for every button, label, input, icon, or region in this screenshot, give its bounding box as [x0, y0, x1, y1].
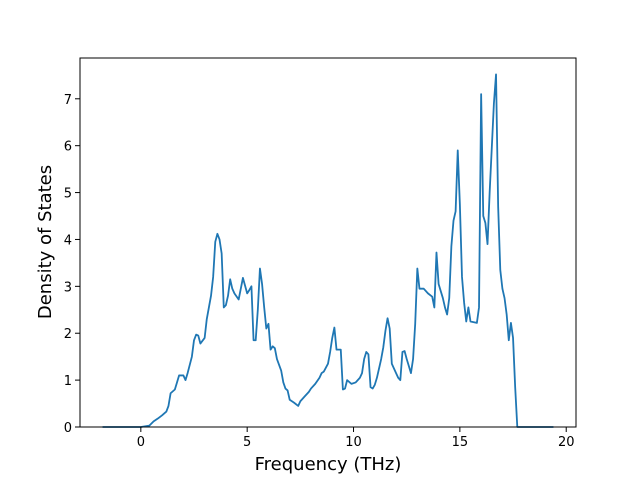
y-tick-label: 4 — [64, 233, 72, 248]
x-tick-label: 10 — [345, 435, 362, 450]
y-tick-label: 1 — [64, 374, 72, 389]
y-tick-label: 6 — [64, 140, 72, 155]
y-tick-label: 3 — [64, 280, 72, 295]
y-tick-label: 7 — [64, 93, 72, 108]
x-tick-label: 5 — [243, 435, 251, 450]
x-tick-label: 15 — [452, 435, 469, 450]
y-axis-label: Density of States — [35, 165, 56, 319]
dos-line — [102, 73, 554, 428]
y-tick-label: 2 — [64, 327, 72, 342]
y-tick-label: 0 — [64, 421, 72, 436]
x-axis-label: Frequency (THz) — [255, 454, 402, 475]
y-tick-label: 5 — [64, 187, 72, 202]
x-tick-label: 0 — [137, 435, 145, 450]
x-tick-label: 20 — [558, 435, 575, 450]
plot-frame — [79, 57, 577, 428]
